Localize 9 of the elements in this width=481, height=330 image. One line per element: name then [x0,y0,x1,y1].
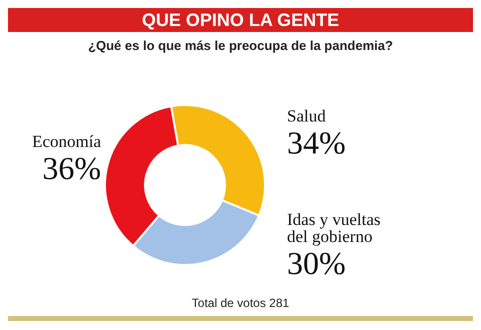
chart-title: QUE OPINO LA GENTE [8,8,473,32]
chart-subtitle: ¿Qué es lo que más le preocupa de la pandemia? [87,38,394,53]
slice-label: Salud [287,106,326,126]
text: Total de votos 281 [190,296,290,310]
slice-label: Idas y vueltas del gobierno [287,210,380,246]
data-label: 36% [42,150,101,186]
data-label: 34% [287,124,346,161]
data-label: 30% [287,245,346,282]
slice-label: Economía [32,132,102,152]
